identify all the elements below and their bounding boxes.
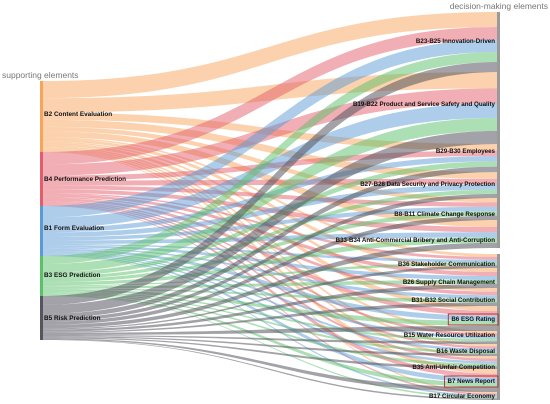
- flow-b1-to-r7: [42, 243, 498, 263]
- flow-b1-to-r15: [42, 255, 498, 397]
- node-bar-r2: [497, 72, 500, 144]
- right-header: decision-making elements: [450, 1, 548, 11]
- left-node-label-b1: B1 Form Evaluation: [44, 225, 104, 232]
- flow-b3-to-r9: [42, 288, 498, 303]
- flow-b5-to-r13: [42, 337, 498, 369]
- flow-b1-to-r1: [42, 39, 498, 218]
- right-node-label-r10: B6 ESG Rating: [451, 316, 495, 323]
- flow-links: [42, 12, 498, 400]
- node-bar-r11: [497, 331, 500, 344]
- flow-b2-to-r9: [42, 141, 498, 292]
- right-node-label-r15: B17 Circular Economy: [429, 393, 496, 400]
- flow-b1-to-r2: [42, 103, 498, 228]
- flow-b5-to-r3: [42, 166, 498, 319]
- node-bar-r7: [497, 254, 500, 268]
- flow-b5-to-r10: [42, 326, 498, 335]
- flow-b5-to-r12: [42, 336, 498, 356]
- node-bar-r12: [497, 344, 500, 356]
- node-bar-r9: [497, 288, 500, 306]
- flow-b1-to-r4: [42, 184, 498, 238]
- flow-b3-to-r1: [42, 52, 498, 265]
- flow-b5-to-r5: [42, 215, 498, 325]
- left-node-label-b2: B2 Content Evaluation: [44, 111, 112, 118]
- node-labels: B2 Content Evaluation B4 Performance Pred…: [44, 38, 499, 400]
- flow-b4-to-r13: [42, 202, 498, 362]
- node-bar-r8: [497, 268, 500, 288]
- node-bar-r4: [497, 172, 500, 198]
- flow-b5-to-r9: [42, 302, 498, 333]
- node-bar-r15: [497, 392, 500, 400]
- right-node-label-r12: B16 Waste Disposal: [436, 348, 495, 355]
- left-node-label-b3: B3 ESG Prediction: [44, 272, 101, 279]
- flow-b2-to-r1: [42, 12, 498, 99]
- flow-b4-to-r14: [42, 204, 498, 379]
- right-node-label-r5: B8-B11 Climate Change Response: [394, 211, 495, 218]
- flow-b5-to-r6: [42, 242, 498, 329]
- node-bar-b2: [40, 81, 43, 152]
- flow-b5-to-r1: [42, 62, 498, 305]
- left-header: supporting elements: [2, 70, 79, 80]
- left-node-label-b4: B4 Performance Prediction: [44, 176, 126, 183]
- flow-b5-to-r4: [42, 193, 498, 322]
- flow-b3-to-r14: [42, 294, 498, 388]
- node-bar-r6: [497, 220, 500, 248]
- right-node-label-r4: B27-B28 Data Security and Privacy Protec…: [360, 181, 495, 188]
- node-bar-b4: [40, 152, 43, 206]
- flow-b3-to-r7: [42, 262, 498, 287]
- right-node-label-r6: B33-B34 Anti-Commercial Bribery and Anti…: [336, 237, 496, 244]
- flow-b5-to-r11: [42, 334, 498, 344]
- flow-b3-to-r12: [42, 292, 498, 354]
- flow-b5-to-r8: [42, 284, 498, 332]
- flow-b5-to-r15: [42, 339, 498, 400]
- node-bar-b5: [40, 296, 43, 340]
- flow-b2-to-r8: [42, 138, 498, 272]
- right-node-label-r14: B7 News Report: [448, 378, 495, 385]
- right-node-label-r7: B36 Stakeholder Communication: [398, 261, 495, 268]
- right-node-label-r11: B15 Water Resource Utilization: [404, 332, 495, 339]
- flow-b2-to-r4: [42, 119, 498, 179]
- flow-b5-to-r7: [42, 265, 498, 330]
- right-node-label-r9: B31-B32 Social Contribution: [411, 297, 495, 304]
- flow-b3-to-r6: [42, 237, 498, 286]
- right-node-label-r1: B23-B25 Innovation-Driven: [416, 38, 495, 45]
- flow-b3-to-r5: [42, 211, 498, 283]
- right-node-label-r13: B35 Anti-Unfair Competition: [412, 364, 495, 371]
- flow-b4-to-r11: [42, 200, 498, 337]
- flow-b3-to-r15: [42, 295, 498, 399]
- flow-b1-to-r9: [42, 247, 498, 299]
- flow-b1-to-r12: [42, 251, 498, 352]
- right-node-label-r3: B29-B30 Employees: [436, 148, 496, 155]
- left-node-label-b5: B5 Risk Prediction: [44, 315, 101, 322]
- node-bar-r1: [497, 12, 500, 72]
- right-node-label-r2: B19-B22 Product and Service Safety and Q…: [353, 101, 496, 108]
- highlight-box-r10: [447, 313, 499, 326]
- flow-b4-to-r1: [42, 27, 498, 165]
- flow-b4-to-r15: [42, 205, 498, 396]
- node-bar-b3: [40, 256, 43, 296]
- flow-b3-to-r2: [42, 117, 498, 273]
- right-node-label-r8: B26 Supply Chain Management: [403, 279, 495, 286]
- node-bar-r5: [497, 198, 500, 220]
- node-bar-r13: [497, 356, 500, 369]
- flow-b3-to-r11: [42, 291, 498, 342]
- flow-b5-to-r14: [42, 338, 498, 392]
- flow-b3-to-r4: [42, 189, 498, 280]
- node-bar-r3: [497, 144, 500, 172]
- node-bar-b1: [40, 206, 43, 256]
- highlight-box-r14: [444, 375, 499, 388]
- flow-b5-to-r2: [42, 130, 498, 314]
